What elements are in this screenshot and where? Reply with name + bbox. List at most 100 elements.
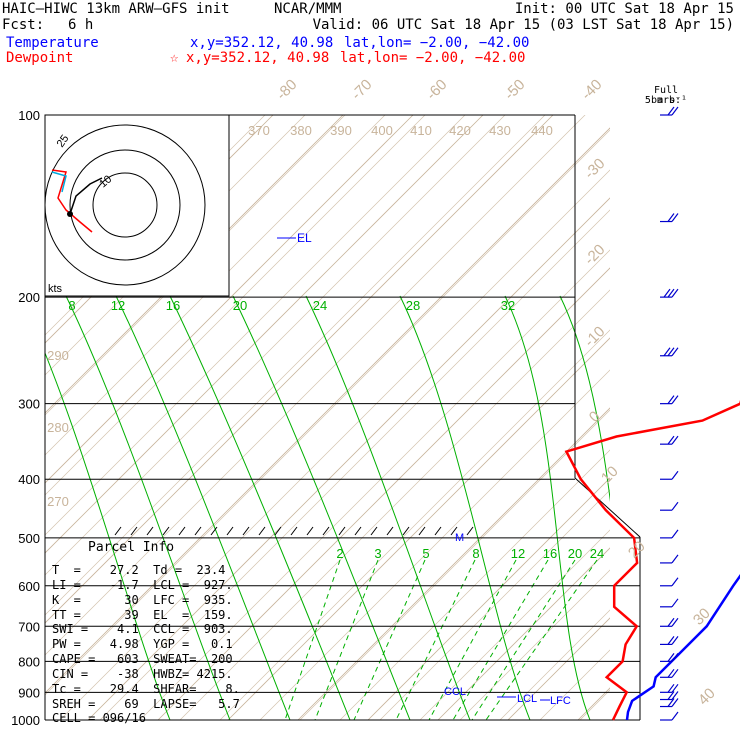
dry-adiabat-line — [45, 115, 466, 536]
isotherm-label: 30 — [690, 605, 714, 629]
hodograph-ring — [44, 124, 206, 286]
wind-barb-flag — [667, 213, 675, 222]
grid-layer — [44, 114, 740, 721]
moist-adiabat — [45, 351, 171, 720]
wind-barb-flag — [671, 698, 679, 707]
wind-barb-flag — [671, 529, 679, 539]
pressure-tick-label: 1000 — [11, 713, 40, 728]
freezing-hatch — [370, 526, 378, 536]
freezing-hatch — [450, 526, 458, 536]
wind-barb-flag — [671, 653, 679, 662]
wind-barb-flag — [671, 711, 679, 721]
pressure-tick-label: 900 — [18, 685, 40, 700]
mixing-ratio-line — [452, 559, 549, 720]
dry-adiabat-line — [339, 449, 610, 720]
parcel-info-title: Parcel Info — [88, 540, 175, 555]
parcel-row: T = 27.2 Td = 23.4 — [52, 563, 226, 577]
theta-label: 400 — [371, 123, 393, 138]
freezing-hatch — [194, 526, 202, 536]
dry-adiabat-line — [45, 129, 610, 696]
mixing-ratio-label: 8 — [472, 546, 479, 561]
el-label: EL — [297, 231, 312, 245]
hodograph-box — [44, 114, 230, 297]
ccl-label: CCL — [444, 686, 466, 698]
mixing-ratio-label: 8 — [68, 298, 75, 313]
isotherm-line — [648, 115, 740, 720]
wind-barb-flag — [671, 691, 679, 700]
pressure-tick-label: 800 — [18, 654, 40, 669]
pressure-tick-label: 200 — [18, 290, 40, 305]
isotherm-label: -60 — [423, 76, 450, 103]
wind-barb-flag — [667, 288, 675, 298]
wind-barb-flag — [667, 617, 675, 627]
moist-adiabat — [399, 295, 531, 720]
theta-label: 420 — [449, 123, 471, 138]
parcel-row: SWI = 4.1 CCL = 903. — [52, 622, 233, 636]
isotherm-line — [437, 547, 610, 720]
theta-label: 280 — [47, 420, 69, 435]
wind-barb-flag — [667, 691, 675, 700]
isotherm-line — [45, 115, 414, 484]
wind-barb-flag — [671, 617, 679, 627]
freezing-hatch — [114, 526, 122, 536]
wind-barb-flag — [671, 577, 679, 587]
dry-adiabat-line — [45, 115, 506, 576]
wind-barb-flag — [671, 435, 679, 445]
wind-barb-flag — [667, 435, 675, 445]
lfc-label: LFC — [550, 695, 571, 707]
dry-adiabat-line — [45, 115, 426, 496]
moist-adiabat — [504, 295, 591, 720]
dry-adiabat-line — [45, 115, 386, 456]
barb-legend-unit: 5 m s⁻¹ — [644, 95, 688, 106]
wind-barb-flag — [667, 668, 675, 678]
freezing-hatch — [466, 526, 474, 536]
melting-level-label: M — [455, 532, 464, 544]
dewpoint-latlon: lat,lon= −2.00, −42.00 — [340, 50, 526, 66]
wind-barb-flag — [671, 395, 679, 405]
dry-adiabat-line — [45, 115, 346, 416]
wind-barb-flag — [671, 501, 679, 511]
frame-diag — [574, 477, 641, 538]
wind-barb-flag — [667, 106, 675, 116]
barb-legend-title: Full barb: — [650, 85, 682, 106]
wind-barb-flag — [671, 288, 679, 298]
mixing-ratio-label: 16 — [166, 298, 180, 313]
mixing-ratio-line — [428, 559, 517, 720]
fcst-value: 6 h — [68, 17, 94, 33]
isotherm-line — [157, 267, 610, 720]
freezing-hatch — [274, 526, 282, 536]
wind-barb-flag — [671, 668, 679, 678]
wind-barb-flag — [671, 636, 679, 645]
moist-adiabat — [232, 295, 411, 720]
theta-label: 370 — [248, 123, 270, 138]
moist-adiabat — [115, 295, 291, 720]
hodograph-ring — [69, 149, 181, 261]
pressure-tick-label: 300 — [18, 397, 40, 412]
isotherm-line — [297, 407, 610, 720]
parcel-row: CELL = 096/16 — [52, 711, 146, 725]
mixing-ratio-label: 28 — [406, 298, 420, 313]
hodograph-trace-black — [69, 177, 103, 215]
parcel-row: CIN = -38 HWBZ= 4215. — [52, 667, 233, 681]
isotherm-line — [87, 197, 610, 720]
isotherm-line — [227, 337, 610, 720]
temperature-xy: x,y=352.12, 40.98 — [190, 35, 334, 51]
model-title: HAIC–HIWC 13km ARW–GFS init — [2, 1, 230, 17]
dry-adiabat-line — [45, 115, 546, 616]
pressure-tick-label: 600 — [18, 579, 40, 594]
dry-adiabat-line — [579, 689, 610, 720]
isotherm-label: -70 — [348, 76, 375, 103]
wind-barb-flag — [671, 106, 679, 116]
mixing-ratio-line — [353, 559, 426, 720]
dewpoint-legend: Dewpoint — [6, 50, 74, 66]
freezing-hatch — [386, 526, 394, 536]
freezing-hatch — [434, 526, 442, 536]
dry-adiabat-line — [59, 169, 610, 720]
wind-barb-flag — [667, 347, 675, 357]
dry-adiabat-line — [219, 329, 610, 720]
wind-barb-flag — [671, 470, 679, 480]
temperature-legend: Temperature — [6, 35, 99, 51]
mixing-ratio-line — [471, 559, 576, 720]
theta-label: 380 — [290, 123, 312, 138]
dry-adiabat-line — [299, 409, 610, 720]
